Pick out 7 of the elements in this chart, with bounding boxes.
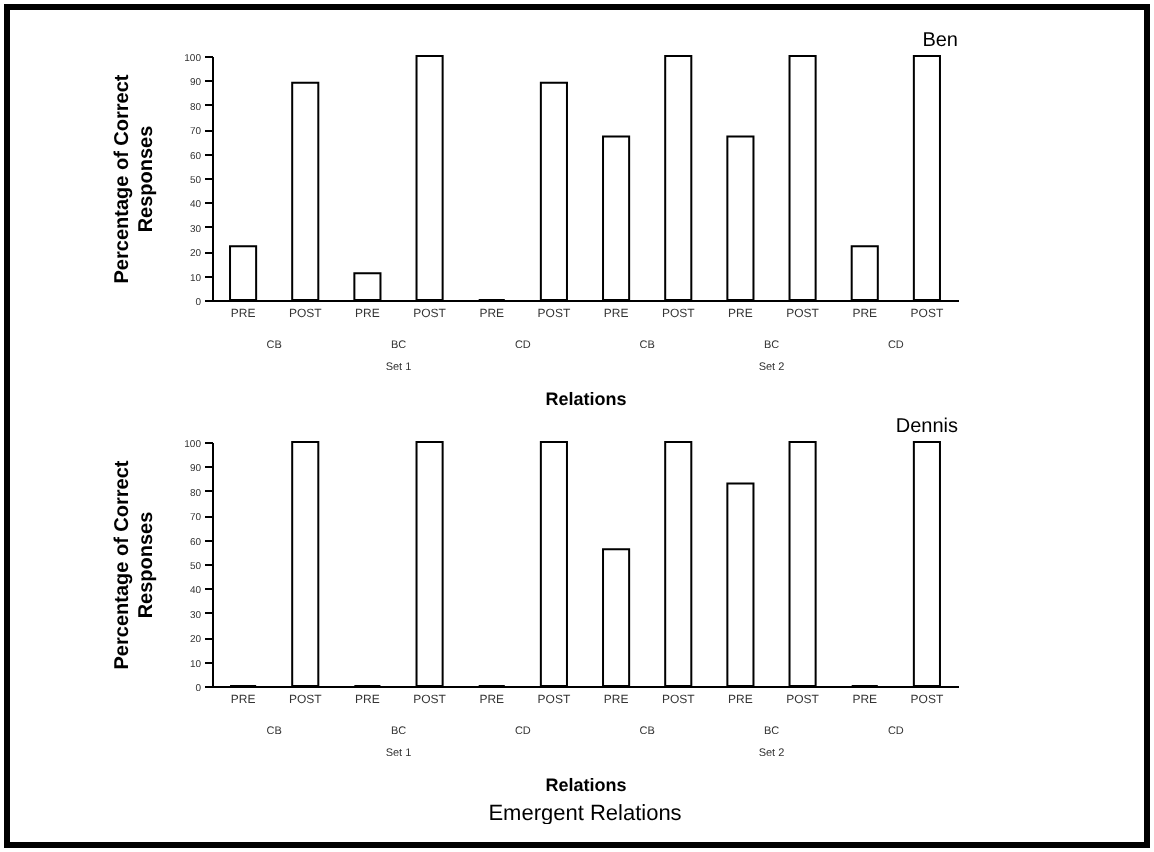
y-axis-title: Percentage of Correct Responses — [112, 73, 159, 284]
text: Emergent Relations — [488, 802, 683, 826]
x-axis-title: Relations — [545, 775, 627, 795]
x-axis-title: Relations — [545, 389, 627, 409]
chart-title: Dennis — [895, 416, 958, 438]
chart-title: Ben — [922, 30, 958, 52]
y-axis-title: Percentage of Correct Responses — [112, 459, 159, 670]
